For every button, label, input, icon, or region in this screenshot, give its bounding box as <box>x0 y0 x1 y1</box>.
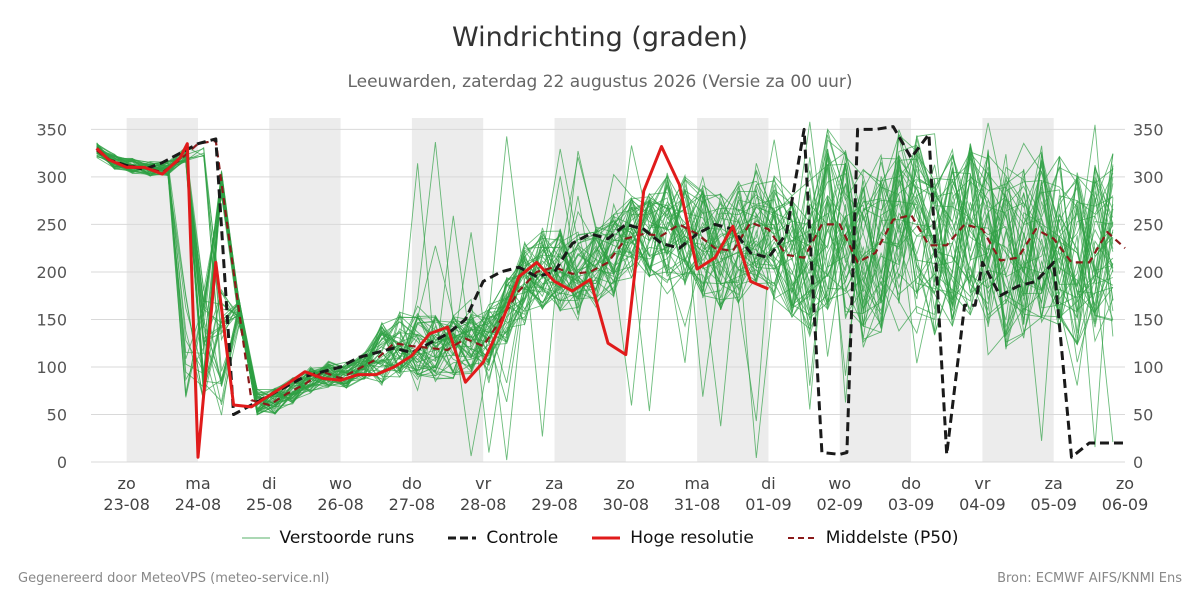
x-tick-weekday: wo <box>828 474 851 493</box>
legend-item-members[interactable]: Verstoorde runs <box>241 528 415 548</box>
x-tick-weekday: vr <box>475 474 491 493</box>
y-tick-label-left: 200 <box>36 263 67 282</box>
shade-band-2 <box>411 118 484 462</box>
y-axis-right: 0 50 100 150 200 250 300 350 <box>1133 120 1164 472</box>
x-tick-weekday: zo <box>617 474 635 493</box>
x-tick-date: 01-09 <box>745 495 792 514</box>
shade-band-1 <box>269 118 341 462</box>
y-tick-label-left: 250 <box>36 215 67 234</box>
median-line <box>96 139 1126 407</box>
x-tick-weekday: za <box>545 474 563 493</box>
x-tick-date: 06-09 <box>1102 495 1149 514</box>
x-tick-date: 25-08 <box>246 495 293 514</box>
legend-label: Verstoorde runs <box>279 528 415 548</box>
x-tick-weekday: do <box>402 474 422 493</box>
chart-title: Windrichting (graden) <box>451 22 749 53</box>
x-tick-weekday: za <box>1045 474 1063 493</box>
x-tick-date: 04-09 <box>959 495 1006 514</box>
x-tick-date: 26-08 <box>317 495 364 514</box>
y-tick-label-right: 300 <box>1133 168 1164 187</box>
y-tick-label-left: 50 <box>47 405 67 424</box>
x-tick-weekday: ma <box>684 474 709 493</box>
x-tick-date: 02-09 <box>817 495 864 514</box>
x-tick-date: 28-08 <box>460 495 507 514</box>
legend-line-members-icon <box>241 537 270 539</box>
x-tick-date: 30-08 <box>603 495 650 514</box>
x-tick-weekday: do <box>901 474 921 493</box>
legend-item-hires[interactable]: Hoge resolutie <box>592 528 754 548</box>
legend-line-hires-icon <box>592 536 621 540</box>
x-tick-date: 29-08 <box>531 495 578 514</box>
main-series <box>95 125 1126 459</box>
legend-item-control[interactable]: Controle <box>448 528 558 548</box>
x-tick-weekday: di <box>761 474 776 493</box>
y-tick-label-left: 350 <box>36 120 67 139</box>
y-tick-label-right: 50 <box>1133 405 1153 424</box>
x-axis: zo 23-08 ma 24-08 di 25-08 wo 26-08 do 27-08 vr 28-… <box>103 474 1148 514</box>
legend-label: Controle <box>486 528 559 548</box>
x-tick-weekday: vr <box>974 474 990 493</box>
y-axis-left: 0 50 100 150 200 250 300 350 <box>36 120 67 472</box>
y-tick-label-right: 250 <box>1133 215 1164 234</box>
y-tick-label-left: 100 <box>36 358 67 377</box>
legend-label: Middelste (P50) <box>825 528 959 548</box>
high-resolution-line <box>95 142 769 459</box>
x-tick-date: 23-08 <box>103 495 150 514</box>
ensemble-member-line <box>96 146 1114 406</box>
y-tick-label-right: 150 <box>1133 310 1164 329</box>
x-tick-date: 03-09 <box>888 495 935 514</box>
legend-label: Hoge resolutie <box>630 528 754 548</box>
legend: Verstoorde runs Controle Hoge resolutie … <box>0 528 1200 548</box>
x-tick-date: 05-09 <box>1030 495 1077 514</box>
x-tick-weekday: di <box>262 474 277 493</box>
x-tick-weekday: wo <box>329 474 352 493</box>
shade-band-4 <box>697 118 769 462</box>
legend-line-control-icon <box>448 536 477 540</box>
x-tick-weekday: zo <box>1116 474 1134 493</box>
legend-item-median[interactable]: Middelste (P50) <box>787 528 959 548</box>
y-tick-label-right: 100 <box>1133 358 1164 377</box>
x-tick-weekday: ma <box>185 474 210 493</box>
x-tick-weekday: zo <box>118 474 136 493</box>
y-tick-label-left: 0 <box>57 453 67 472</box>
footer-source: Bron: ECMWF AIFS/KNMI Ens <box>997 571 1182 586</box>
y-tick-label-right: 0 <box>1133 453 1143 472</box>
ensemble-member-line <box>96 136 1114 414</box>
y-tick-label-right: 200 <box>1133 263 1164 282</box>
x-tick-date: 27-08 <box>389 495 436 514</box>
ensemble-member-line <box>96 149 1114 416</box>
y-tick-label-left: 300 <box>36 168 67 187</box>
y-tick-label-right: 350 <box>1133 120 1164 139</box>
y-tick-label-left: 150 <box>36 310 67 329</box>
chart-subtitle: Leeuwarden, zaterdag 22 augustus 2026 (V… <box>347 72 853 92</box>
x-tick-date: 31-08 <box>674 495 721 514</box>
legend-line-median-icon <box>787 537 816 539</box>
footer-credit: Gegenereerd door MeteoVPS (meteo-service… <box>18 571 330 586</box>
x-tick-date: 24-08 <box>175 495 222 514</box>
wind-direction-chart: 0 50 100 150 200 250 300 350 0 50 100 150 200 250 300… <box>36 118 1164 514</box>
ensemble-member-line <box>96 144 1114 441</box>
